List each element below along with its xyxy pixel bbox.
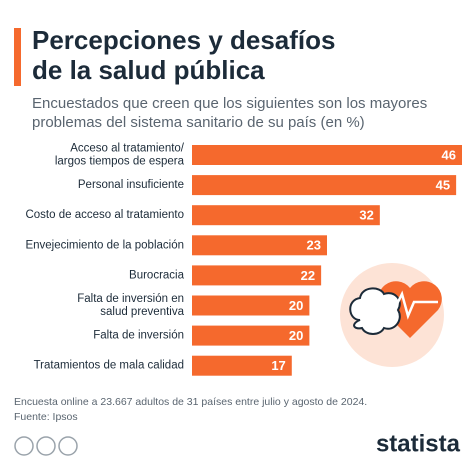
value-label: 22 (301, 268, 315, 283)
chart-title: de la salud pública (32, 55, 265, 85)
bar (192, 205, 380, 226)
value-label: 17 (271, 358, 285, 373)
bar (192, 235, 327, 256)
value-label: 46 (442, 147, 456, 162)
y-tick-label: Tratamientos de mala calidad (34, 360, 184, 372)
y-tick-label: Costo de acceso al tratamiento (25, 209, 184, 221)
value-label: 23 (307, 238, 321, 253)
value-label: 32 (359, 208, 373, 223)
value-label: 20 (289, 328, 303, 343)
y-tick-label: Burocracia (129, 269, 185, 281)
chart-title: Percepciones y desafíos (32, 25, 335, 55)
y-tick-label: Envejecimiento de la población (25, 239, 184, 251)
note: Encuesta online a 23.667 adultos de 31 p… (14, 396, 367, 408)
bar (192, 145, 462, 165)
bar (192, 355, 292, 376)
title-accent (14, 28, 21, 86)
y-tick-label: Falta de inversión (93, 330, 184, 342)
license-icons (14, 436, 78, 456)
value-label: 20 (289, 298, 303, 313)
brand-logo: statista (376, 430, 461, 457)
bar (192, 295, 310, 316)
bar (192, 175, 457, 196)
illustration (340, 263, 444, 367)
bar (192, 325, 310, 346)
y-tick-label: Acceso al tratamiento/largos tiempos de … (55, 143, 185, 168)
subtitle: Encuestados que creen que los siguientes… (32, 95, 427, 112)
value-label: 45 (436, 178, 450, 193)
bar (192, 265, 322, 286)
subtitle: problemas del sistema sanitario de su pa… (32, 114, 365, 131)
y-tick-label: Falta de inversión en salud preventiva (77, 293, 184, 318)
y-tick-label: Personal insuficiente (78, 179, 184, 191)
source: Fuente: Ipsos (14, 411, 78, 423)
